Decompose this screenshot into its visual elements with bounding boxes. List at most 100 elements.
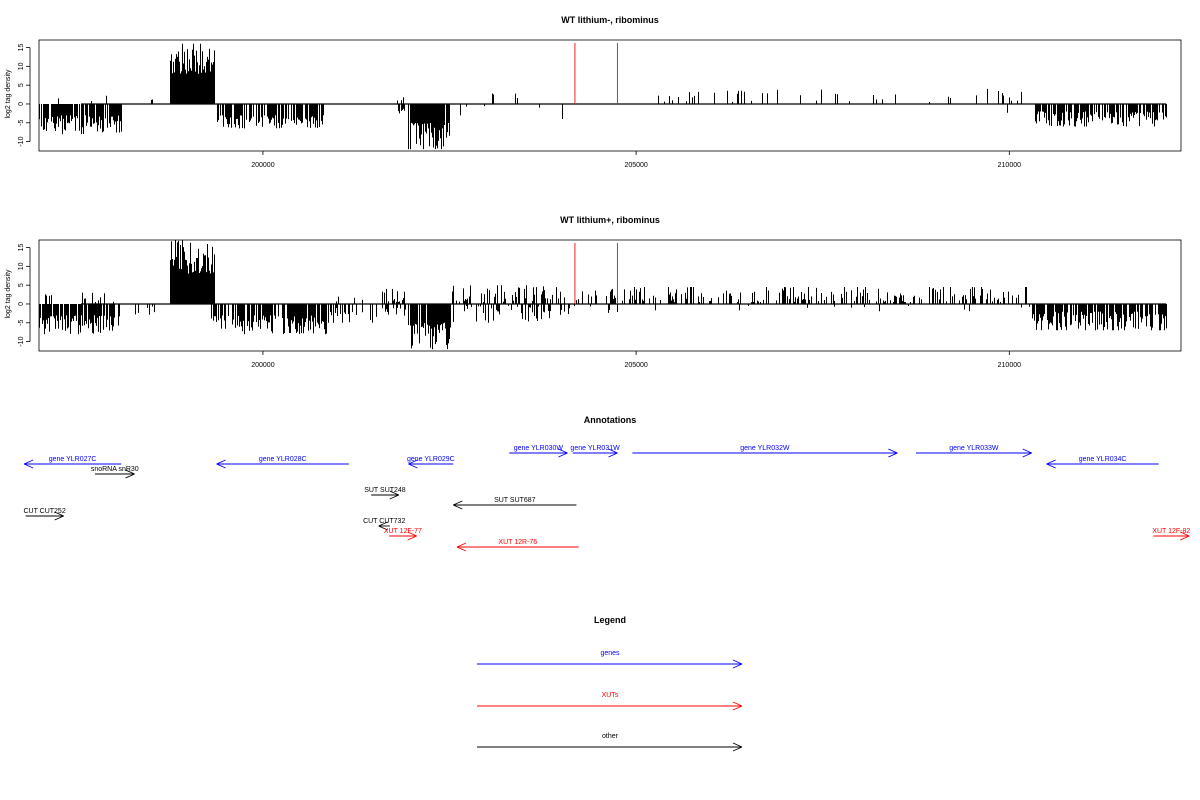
x-tick-label: 205000 [624, 162, 647, 169]
annotation-arrow [916, 448, 1032, 458]
annotation-arrow [456, 542, 579, 552]
annotation-label: SUT SUT687 [494, 497, 536, 504]
x-axis: 200000 205000 210000 [251, 151, 1021, 169]
arrow-head [216, 459, 226, 465]
arrow-head [1180, 531, 1190, 537]
arrow-head [378, 521, 388, 527]
legend-title: Legend [594, 615, 626, 625]
y-tick-label: -10 [18, 136, 25, 146]
x-tick-label: 210000 [998, 362, 1021, 369]
y-tick-label: 15 [18, 244, 25, 252]
annotation-arrow [509, 448, 568, 458]
arrow-head [888, 452, 898, 458]
plot-frame [38, 239, 1182, 352]
annotation-label: XUT 12F-77 [384, 528, 422, 535]
y-tick-label: 0 [18, 302, 25, 306]
x-tick-label: 205000 [624, 362, 647, 369]
arrow-head [389, 494, 399, 500]
arrow-head [23, 463, 34, 469]
arrow-head [23, 459, 34, 465]
arrow-head [408, 463, 418, 469]
coverage-panel-lithium-minus: WT lithium-, ribominus log2 tag density … [5, 15, 1182, 169]
legend-entries: genes XUTs other [477, 650, 743, 752]
legend-label: XUTs [602, 692, 619, 699]
annotation-arrow [25, 511, 64, 521]
annotation-label: gene YLR027C [49, 456, 97, 463]
y-axis: 15 10 5 0 -5 -10 [18, 44, 31, 147]
arrow-head [378, 525, 388, 531]
arrow-head [732, 705, 743, 711]
arrow-head [732, 742, 743, 748]
arrow-head [54, 515, 64, 521]
annotation-label: gene YLR030W [514, 445, 564, 452]
arrow-head [732, 659, 743, 665]
y-tick-label: 10 [18, 262, 25, 270]
annotation-label: SUT SUT248 [364, 487, 406, 494]
arrow-head [407, 531, 417, 537]
annotation-arrow [453, 500, 577, 510]
annotation-label: gene YLR029C [407, 456, 455, 463]
annotation-label: gene YLR031W [570, 445, 620, 452]
arrow-head [1180, 535, 1190, 541]
y-axis-label: log2 tag density [5, 269, 12, 319]
arrow-head [608, 448, 618, 454]
annotation-arrow [408, 459, 454, 469]
x-tick-label: 200000 [251, 362, 274, 369]
arrow-head [732, 746, 743, 752]
arrow-head [216, 463, 226, 469]
legend-arrow [477, 742, 743, 752]
arrow-head [125, 473, 135, 479]
annotation-arrow [371, 490, 399, 500]
panel-title: WT lithium-, ribominus [561, 15, 659, 25]
arrow-head [389, 490, 399, 496]
annotation-arrow [94, 469, 135, 479]
arrow-head [1046, 459, 1056, 465]
annotation-arrow [1046, 459, 1159, 469]
coverage-bars [39, 240, 1167, 350]
arrow-head [732, 701, 743, 707]
y-tick-label: 5 [18, 83, 25, 87]
arrow-head [558, 448, 568, 454]
y-tick-label: -5 [18, 120, 25, 126]
annotation-label: XUT 12R-76 [498, 539, 537, 546]
annotation-label: gene YLR028C [259, 456, 307, 463]
x-tick-label: 210000 [998, 162, 1021, 169]
x-tick-label: 200000 [251, 162, 274, 169]
legend-label: genes [600, 650, 620, 657]
annotation-features: gene YLR027C snoRNA snR30 gene YLR028C gene… [23, 445, 1190, 552]
legend-label: other [602, 733, 619, 740]
arrow-head [456, 546, 467, 552]
annotation-arrow [1153, 531, 1190, 541]
annotation-arrow [216, 459, 349, 469]
arrow-head [1022, 452, 1032, 458]
y-tick-label: 0 [18, 102, 25, 106]
y-tick-label: -10 [18, 336, 25, 346]
arrow-head [453, 504, 463, 510]
annotation-label: gene YLR034C [1079, 456, 1127, 463]
annotation-arrow [572, 448, 618, 458]
y-tick-label: 5 [18, 283, 25, 287]
y-axis-label: log2 tag density [5, 69, 12, 119]
coverage-bars [39, 43, 1167, 150]
annotation-label: snoRNA snR30 [91, 466, 139, 473]
y-tick-label: 10 [18, 62, 25, 70]
plot-frame [38, 39, 1182, 152]
x-axis: 200000 205000 210000 [251, 351, 1021, 369]
legend-arrow [477, 659, 743, 669]
arrow-head [608, 452, 618, 458]
annotation-arrow [23, 459, 122, 469]
marker-lines [574, 243, 618, 304]
coverage-panel-lithium-plus: WT lithium+, ribominus log2 tag density … [5, 215, 1182, 369]
annotation-arrow [632, 448, 898, 458]
legend: Legend genes XUTs other [477, 615, 743, 752]
arrow-head [456, 542, 467, 548]
arrow-head [1022, 448, 1032, 454]
arrow-head [453, 500, 463, 506]
legend-arrow [477, 701, 743, 711]
annotation-label: CUT CUT252 [23, 508, 65, 515]
annotation-arrow [378, 521, 390, 531]
annotation-arrow [389, 531, 417, 541]
arrow-head [125, 469, 135, 475]
